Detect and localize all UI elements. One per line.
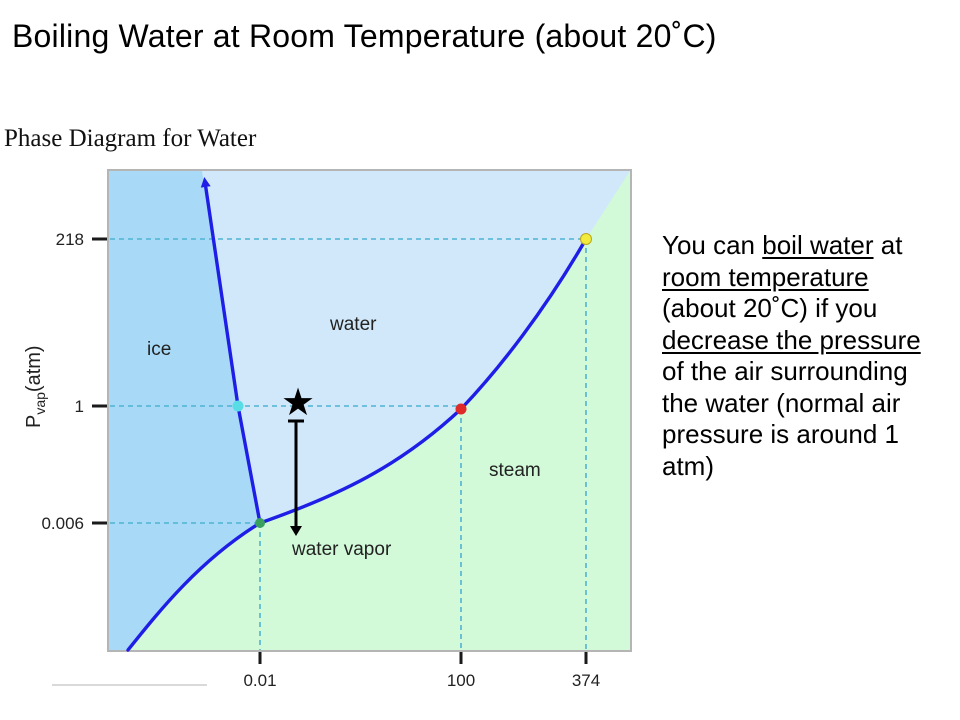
explanation-underlined-decrease-pressure: decrease the pressure	[662, 324, 921, 355]
y-axis-label-main: P	[23, 415, 45, 428]
explanation-underlined-room-temperature: room temperature	[662, 261, 869, 292]
x-tick-label-100: 100	[447, 671, 475, 690]
melting-point	[232, 400, 244, 412]
star-marker-icon: ★	[281, 380, 316, 424]
explanation-segment: You can	[662, 230, 763, 260]
steam-label: steam	[489, 460, 541, 481]
y-axis-label: Pvap(atm)	[23, 345, 48, 428]
x-tick-label-374: 374	[572, 671, 600, 690]
x-tick-label-001: 0.01	[243, 671, 276, 690]
explanation-segment: (about 20˚C) if you	[662, 293, 878, 323]
slide-title: Boiling Water at Room Temperature (about…	[12, 18, 717, 54]
water-vapor-label: water vapor	[291, 539, 392, 560]
triple-point	[255, 518, 265, 528]
x-tick-marks	[258, 652, 588, 664]
boiling-point	[455, 403, 467, 415]
diagram-heading: Phase Diagram for Water	[4, 125, 257, 152]
explanation-text: You can boil water at room temperature (…	[662, 230, 947, 482]
critical-point	[580, 233, 592, 245]
explanation-segment: of the air surrounding the water (normal…	[662, 356, 908, 481]
y-tick-marks	[92, 237, 107, 525]
explanation-segment: at	[873, 230, 903, 260]
water-label: water	[329, 314, 377, 335]
phase-diagram-figure: Phase Diagram for Water	[0, 108, 645, 720]
y-axis-label-sub: vap	[32, 392, 48, 415]
y-axis-label-unit: (atm)	[23, 345, 45, 392]
pressure-drop-arrow-head	[290, 526, 302, 536]
sublimation-curve	[126, 521, 262, 652]
y-tick-label-218: 218	[56, 230, 84, 249]
guide-lines	[110, 238, 587, 650]
y-tick-label-0006: 0.006	[41, 514, 84, 533]
divider	[52, 684, 207, 686]
explanation-underlined-boil-water: boil water	[762, 230, 874, 260]
ice-region	[109, 171, 260, 650]
ice-label: ice	[147, 339, 171, 360]
y-tick-label-1: 1	[75, 397, 84, 416]
water-region	[202, 171, 630, 523]
phase-diagram-svg: Phase Diagram for Water	[4, 125, 632, 690]
